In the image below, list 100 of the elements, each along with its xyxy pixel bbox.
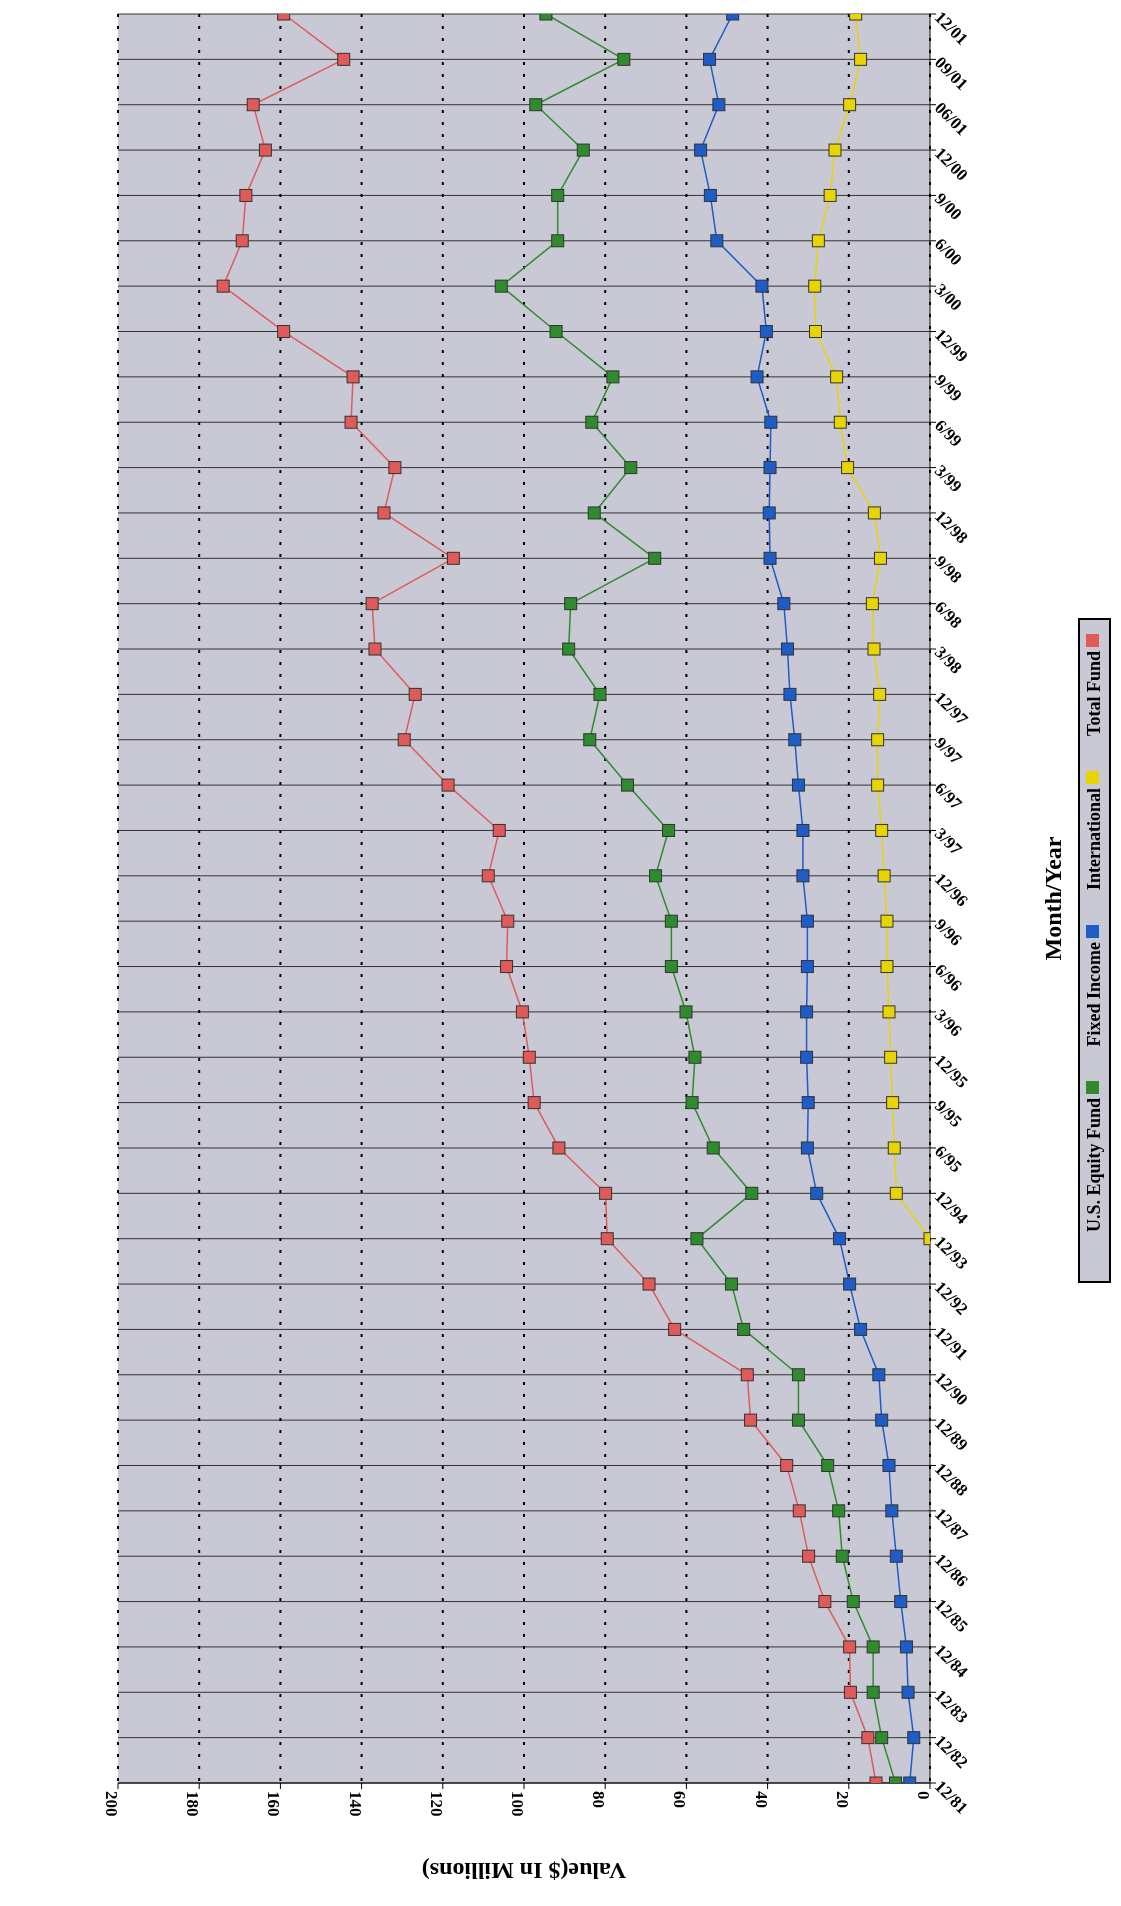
point (821, 1458, 835, 1472)
x-tick-label: 80 (589, 1791, 609, 1808)
point (441, 778, 455, 792)
y-tick-label: 9/98 (930, 551, 966, 587)
point (668, 1322, 682, 1336)
x-axis-title: Value($ In Millions) (421, 1858, 627, 1884)
point (882, 1458, 896, 1472)
point (492, 823, 506, 837)
point (587, 506, 601, 520)
y-tick-label: 9/95 (930, 1096, 966, 1132)
legend-label: Total Fund (1084, 650, 1105, 736)
point (780, 1458, 794, 1472)
legend-label: International (1084, 787, 1105, 890)
point (576, 143, 590, 157)
point (624, 461, 638, 475)
point (763, 461, 777, 475)
point (846, 1595, 860, 1609)
point (710, 234, 724, 248)
point (501, 914, 515, 928)
point (800, 1141, 814, 1155)
point (801, 1096, 815, 1110)
point (875, 1731, 889, 1745)
x-tick-label: 140 (345, 1791, 365, 1817)
point (599, 1186, 613, 1200)
y-tick-label: 9/96 (930, 914, 966, 950)
y-axis-title: Month/Year (1039, 836, 1066, 961)
point (762, 506, 776, 520)
point (388, 461, 402, 475)
point (344, 415, 358, 429)
point (791, 1368, 805, 1382)
point (889, 1186, 903, 1200)
point (365, 597, 379, 611)
point (724, 1277, 738, 1291)
x-tick-label: 200 (101, 1791, 121, 1817)
point (346, 370, 360, 384)
point (664, 960, 678, 974)
point (800, 1005, 814, 1019)
y-tick-label: 6/97 (930, 778, 967, 814)
point (649, 869, 663, 883)
point (830, 370, 844, 384)
x-tick-label: 20 (832, 1791, 852, 1808)
point (875, 1413, 889, 1427)
point (745, 1186, 759, 1200)
point (777, 597, 791, 611)
point (551, 188, 565, 202)
legend-label: U.S. Equity Fund (1084, 1098, 1105, 1233)
point (500, 960, 514, 974)
point (552, 1141, 566, 1155)
point (446, 551, 460, 565)
point (780, 642, 794, 656)
point (866, 1685, 880, 1699)
point (800, 914, 814, 928)
point (593, 687, 607, 701)
point (583, 733, 597, 747)
point (894, 1595, 908, 1609)
point (759, 325, 773, 339)
point (791, 778, 805, 792)
point (872, 1368, 886, 1382)
point (277, 325, 291, 339)
y-tick-label: 6/96 (930, 960, 966, 996)
point (763, 551, 777, 565)
point (884, 1050, 898, 1064)
point (564, 597, 578, 611)
y-tick-label: 3/00 (930, 279, 966, 315)
point (802, 1549, 816, 1563)
point (688, 1050, 702, 1064)
point (585, 415, 599, 429)
point (788, 733, 802, 747)
point (783, 687, 797, 701)
point (791, 1413, 805, 1427)
point (664, 914, 678, 928)
point (549, 325, 563, 339)
point (796, 823, 810, 837)
y-tick-label: 3/97 (930, 824, 967, 860)
point (899, 1640, 913, 1654)
point (744, 1413, 758, 1427)
y-tick-label: 6/00 (930, 234, 966, 270)
point (800, 960, 814, 974)
point (854, 52, 868, 66)
point (811, 234, 825, 248)
point (258, 143, 272, 157)
y-tick-label: 9/00 (930, 189, 966, 224)
x-tick-label: 100 (507, 1791, 527, 1817)
point (866, 1640, 880, 1654)
point (703, 52, 717, 66)
point (871, 778, 885, 792)
point (662, 823, 676, 837)
point (823, 188, 837, 202)
point (764, 415, 778, 429)
x-tick-label: 160 (264, 1791, 284, 1817)
point (522, 1050, 536, 1064)
point (712, 98, 726, 112)
point (337, 52, 351, 66)
point (901, 1685, 915, 1699)
point (750, 370, 764, 384)
x-tick-label: 120 (426, 1791, 446, 1817)
point (861, 1731, 875, 1745)
point (529, 98, 543, 112)
point (873, 687, 887, 701)
point (377, 506, 391, 520)
